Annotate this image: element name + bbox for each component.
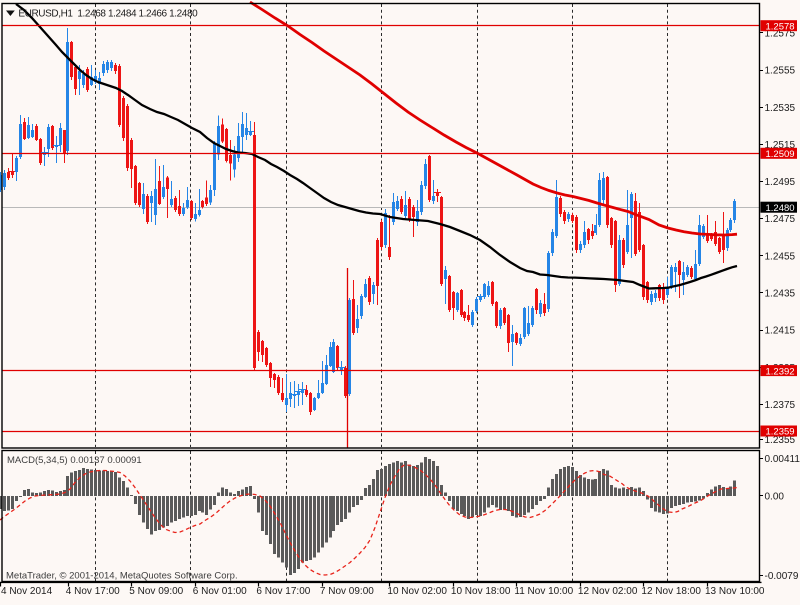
svg-text:5 Nov 09:00: 5 Nov 09:00 <box>129 586 183 597</box>
svg-text:12 Nov 02:00: 12 Nov 02:00 <box>578 586 638 597</box>
svg-text:EURUSD,H1: EURUSD,H1 <box>18 8 73 19</box>
svg-text:13 Nov 10:00: 13 Nov 10:00 <box>705 586 765 597</box>
svg-text:0.00: 0.00 <box>765 492 785 503</box>
svg-text:10 Nov 02:00: 10 Nov 02:00 <box>387 586 447 597</box>
svg-text:11 Nov 10:00: 11 Nov 10:00 <box>514 586 573 597</box>
svg-text:1.2415: 1.2415 <box>765 326 796 337</box>
svg-text:12 Nov 18:00: 12 Nov 18:00 <box>641 586 701 597</box>
svg-text:1.2480: 1.2480 <box>766 203 795 214</box>
svg-text:0.00411: 0.00411 <box>765 454 800 465</box>
svg-text:-0.0079: -0.0079 <box>765 571 799 582</box>
svg-text:1.2535: 1.2535 <box>765 103 796 114</box>
svg-text:1.2555: 1.2555 <box>765 66 796 77</box>
svg-text:MACD(5,34,5) 0.00137 0.00091: MACD(5,34,5) 0.00137 0.00091 <box>7 455 142 466</box>
svg-text:6 Nov 01:00: 6 Nov 01:00 <box>193 586 247 597</box>
svg-text:7 Nov 09:00: 7 Nov 09:00 <box>320 586 374 597</box>
svg-text:MetaTrader, © 2001-2014, MetaQ: MetaTrader, © 2001-2014, MetaQuotes Soft… <box>6 571 238 582</box>
svg-text:1.2375: 1.2375 <box>765 400 796 411</box>
svg-text:1.2578: 1.2578 <box>766 21 795 32</box>
svg-text:1.2359: 1.2359 <box>766 427 795 438</box>
svg-text:6 Nov 17:00: 6 Nov 17:00 <box>256 586 310 597</box>
svg-text:1.2468 1.2484 1.2466 1.2480: 1.2468 1.2484 1.2466 1.2480 <box>77 8 198 19</box>
svg-text:1.2495: 1.2495 <box>765 177 796 188</box>
svg-text:1.2392: 1.2392 <box>766 366 795 377</box>
svg-text:10 Nov 18:00: 10 Nov 18:00 <box>451 586 511 597</box>
svg-text:1.2455: 1.2455 <box>765 251 796 262</box>
svg-text:1.2475: 1.2475 <box>765 214 796 225</box>
svg-text:1.2435: 1.2435 <box>765 289 796 300</box>
svg-text:4 Nov 17:00: 4 Nov 17:00 <box>66 586 120 597</box>
svg-text:1.2509: 1.2509 <box>766 149 795 160</box>
svg-text:4 Nov 2014: 4 Nov 2014 <box>1 586 53 597</box>
